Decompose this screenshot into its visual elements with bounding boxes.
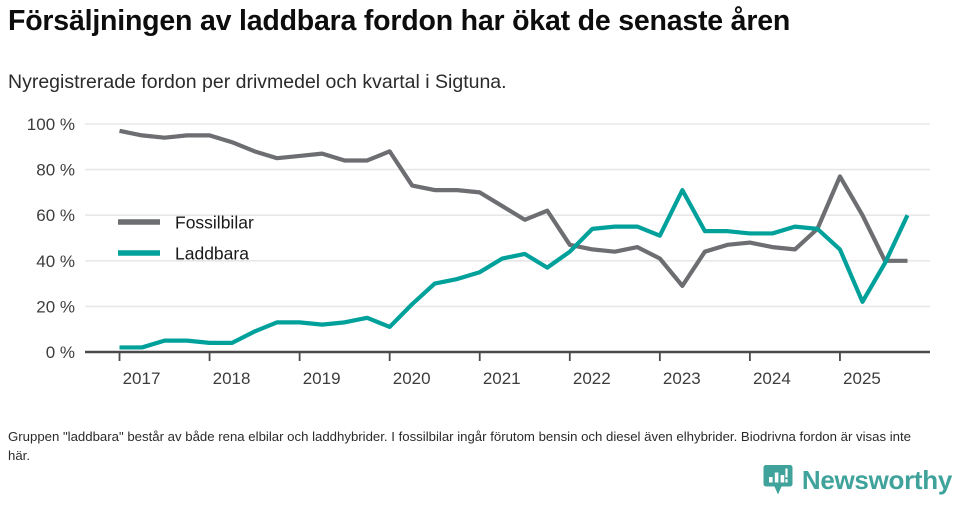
chart-subtitle: Nyregistrerade fordon per drivmedel och … <box>8 71 507 93</box>
grid-lines <box>85 123 930 354</box>
chart-footnote: Gruppen "laddbara" består av både rena e… <box>8 429 911 463</box>
x-axis-tick-label: 2025 <box>843 369 881 388</box>
series-line-laddbara <box>119 188 910 350</box>
legend-label-fossilbilar: Fossilbilar <box>175 213 254 233</box>
bar-chart-pin-icon <box>763 464 793 496</box>
line-chart: 2017 2018 2019 2020 2021 2022 2023 2024 2025 0 %… <box>27 115 930 388</box>
series-line-fossilbilar <box>119 128 908 288</box>
x-axis-tick-label: 2024 <box>753 369 791 388</box>
y-axis-tick-label: 80 % <box>36 161 75 180</box>
legend-label-laddbara: Laddbara <box>175 244 249 264</box>
y-axis-tick-label: 100 % <box>27 115 75 134</box>
x-axis-tick-label: 2017 <box>123 369 161 388</box>
data-series-group <box>119 128 910 350</box>
y-axis-tick-label: 60 % <box>36 206 75 225</box>
y-axis-tick-label: 20 % <box>36 297 75 316</box>
chart-container: 2017 2018 2019 2020 2021 2022 2023 2024 2025 0 %… <box>0 108 960 408</box>
chart-legend: Fossilbilar Laddbara <box>118 213 254 264</box>
y-axis-tick-label: 0 % <box>46 343 75 362</box>
x-axis-tick-label: 2020 <box>393 369 431 388</box>
x-axis-tick-label: 2022 <box>573 369 611 388</box>
newsworthy-wordmark: Newsworthy <box>801 465 952 495</box>
x-axis: 2017 2018 2019 2020 2021 2022 2023 2024 2025 <box>118 352 881 388</box>
x-axis-tick-label: 2019 <box>303 369 341 388</box>
y-axis-tick-label: 40 % <box>36 252 75 271</box>
x-axis-tick-label: 2021 <box>483 369 521 388</box>
page-title: Försäljningen av laddbara fordon har öka… <box>8 5 791 37</box>
newsworthy-logo: Newsworthy <box>763 463 952 497</box>
y-axis-labels: 0 % 20 % 40 % 60 % 80 % 100 % <box>27 115 75 362</box>
x-axis-tick-label: 2023 <box>663 369 701 388</box>
x-axis-tick-label: 2018 <box>213 369 251 388</box>
